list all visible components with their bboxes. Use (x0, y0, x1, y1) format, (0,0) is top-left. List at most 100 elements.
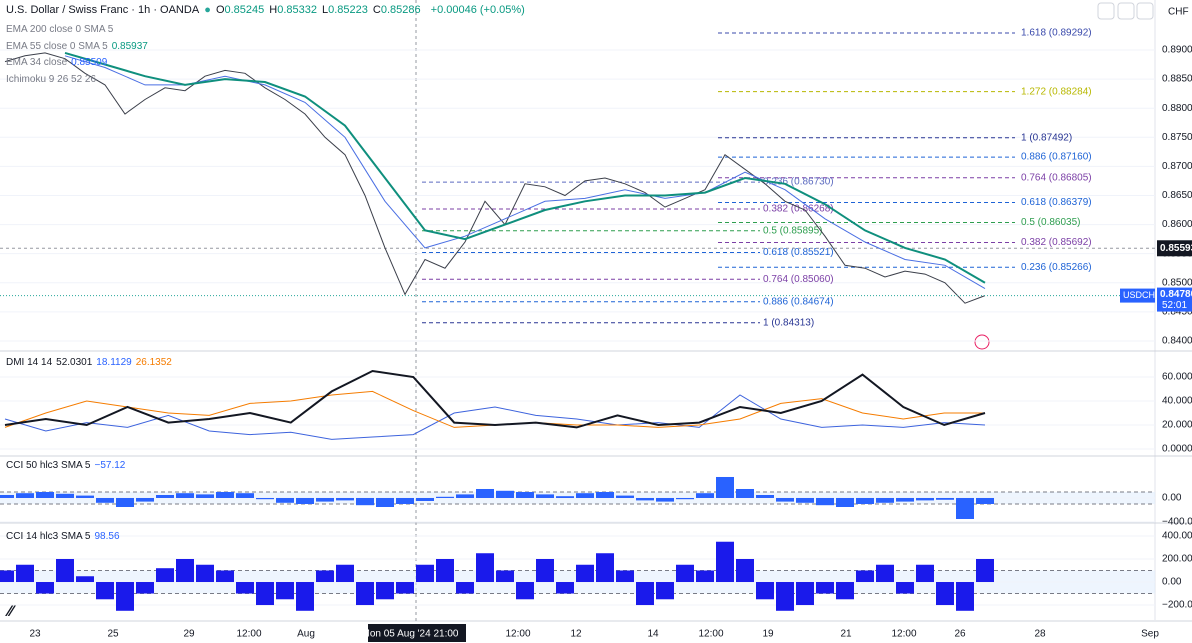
cci-bar (776, 582, 794, 611)
cci-bar (0, 494, 14, 498)
cci-bar (416, 564, 434, 583)
indicator-legend: EMA 34 close 0.85509 (6, 57, 111, 68)
cci-bar (616, 570, 634, 583)
time-label: 12:00 (698, 629, 723, 640)
cci-bar (696, 570, 714, 583)
symbol-title[interactable]: U.S. Dollar / Swiss Franc · 1h · OANDA (6, 4, 200, 16)
cci-bar (736, 558, 754, 583)
toolbar-button[interactable] (1117, 2, 1135, 20)
cci-bar (876, 497, 894, 503)
cci-bar (816, 497, 834, 506)
currency: CHF (1168, 7, 1189, 18)
cci-bar (0, 570, 14, 583)
price-scale-label: 0.00 (1162, 493, 1182, 504)
cci-bar (196, 494, 214, 498)
ohlc-value: 0.85245 (224, 4, 265, 16)
cci-bar (276, 497, 294, 503)
pane-legend: CCI 14 hlc3 SMA 5 98.56 (6, 531, 124, 542)
cci-bar (36, 582, 54, 594)
last-price-label: 0.84780 (1160, 289, 1192, 300)
series-line (64, 55, 986, 290)
fib-label: 0.382 (0.86268) (763, 204, 834, 215)
cci-bar (616, 495, 634, 498)
fib-label: 0.764 (0.86805) (1021, 172, 1092, 183)
cci-bar (716, 476, 734, 498)
cci-bar (76, 495, 94, 498)
alert-icon[interactable] (974, 334, 990, 350)
cci-bar (116, 497, 134, 507)
time-label: 21 (840, 629, 852, 640)
pane-legend-item: DMI 14 14 (6, 357, 53, 368)
fib-label: 1.272 (0.88284) (1021, 86, 1092, 97)
price-scale-label: 40.0000 (1162, 396, 1192, 407)
cci-bar (596, 491, 614, 498)
time-label: 12:00 (236, 629, 261, 640)
cci-bar (636, 582, 654, 606)
fib-label: 1 (0.87492) (1021, 132, 1072, 143)
cci-bar (796, 497, 814, 503)
pane-legend-item: CCI 50 hlc3 SMA 5 (6, 460, 91, 471)
cci-bar (536, 558, 554, 583)
cci-bar (476, 488, 494, 498)
cci-bar (536, 494, 554, 498)
cci-bar (236, 493, 254, 498)
fib-label: 0.5 (0.86035) (1021, 217, 1081, 228)
cci-bar (396, 582, 414, 594)
cci-bar (256, 582, 274, 606)
indicator-value: 0.85509 (71, 57, 108, 68)
cci-bar (176, 558, 194, 583)
fib-label: 0.618 (0.86379) (1021, 197, 1092, 208)
cci-bar (396, 497, 414, 504)
cci-bar (696, 493, 714, 498)
cci-bar (456, 582, 474, 594)
cci-bar (856, 497, 874, 504)
fib-label: 0.764 (0.85060) (763, 274, 834, 285)
ohlc-key: O (215, 4, 225, 16)
time-label: 12:00 (505, 629, 530, 640)
cci-bar (596, 553, 614, 583)
cci-bar (116, 582, 134, 611)
time-label: Mon 05 Aug '24 21:00 (362, 629, 459, 640)
time-label: 25 (107, 629, 119, 640)
pane-legend-item: 52.0301 (56, 357, 93, 368)
fib-label: 0.5 (0.85895) (763, 225, 823, 236)
toolbar-button[interactable] (1097, 2, 1115, 20)
pane-legend-item: CCI 14 hlc3 SMA 5 (6, 531, 91, 542)
ohlc-key: C (372, 4, 381, 16)
cci-bar (256, 497, 274, 500)
cci-bar (56, 558, 74, 583)
price-scale-label: 0.84000 (1162, 336, 1192, 347)
cci-bar (936, 497, 954, 500)
time-label: 14 (647, 629, 659, 640)
cci-bar (576, 564, 594, 583)
price-scale-label: 200.00 (1162, 554, 1192, 565)
pane-legend-item: 98.56 (94, 531, 120, 542)
indicator-legend: Ichimoku 9 26 52 26 (6, 74, 100, 85)
time-label: 12 (570, 629, 582, 640)
cci-bar (476, 553, 494, 583)
toolbar-button[interactable] (1136, 2, 1154, 20)
cci-bar (236, 582, 254, 594)
cci-bar (156, 568, 174, 583)
cci-bar (956, 582, 974, 611)
toolbar[interactable] (1097, 2, 1154, 20)
cci-bar (96, 497, 114, 503)
symbol-tag (1120, 288, 1155, 303)
fib-label: 0.886 (0.84674) (763, 296, 834, 307)
cci-bar (716, 541, 734, 583)
cci-bar (956, 497, 974, 519)
time-label: 12:00 (891, 629, 916, 640)
cci-bar (356, 582, 374, 606)
cci-bar (496, 570, 514, 583)
cci-bar (356, 497, 374, 506)
ohlc-value: 0.85332 (277, 4, 317, 16)
cci-bar (16, 493, 34, 498)
symbol-label: USDCHF (1123, 290, 1161, 300)
